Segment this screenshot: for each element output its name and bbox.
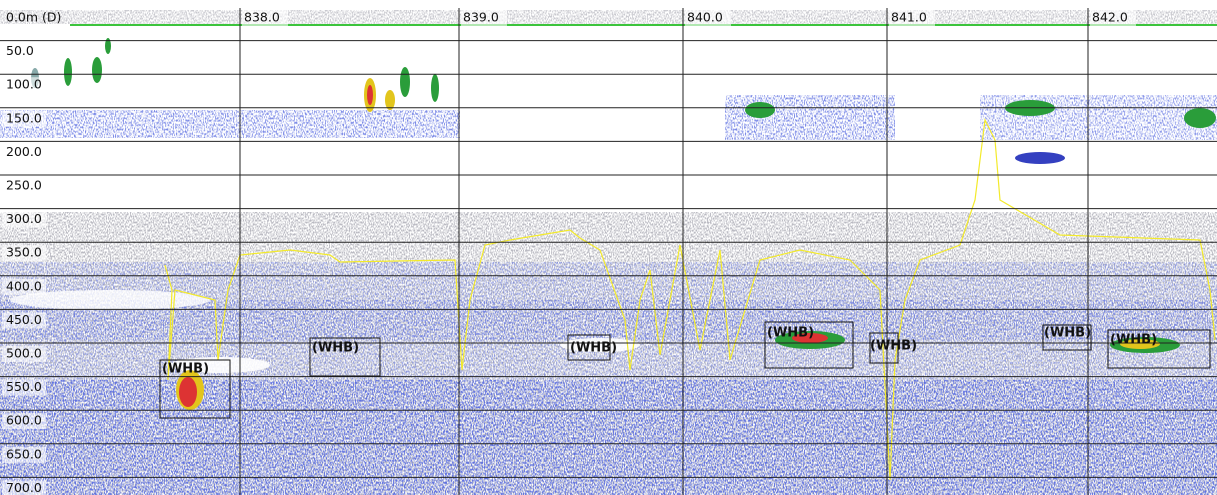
- region-box: [1042, 324, 1092, 351]
- depth-label: 600.0: [6, 413, 42, 428]
- depth-label: 200.0: [6, 144, 42, 159]
- depth-label: 650.0: [6, 446, 42, 461]
- region-label: (WHB): [1044, 326, 1091, 341]
- depth-label-bg: [2, 110, 46, 127]
- depth-label: 250.0: [6, 178, 42, 193]
- region-label: (WHB): [312, 341, 359, 356]
- depth-label-bg: [2, 43, 46, 60]
- distance-label-bg: [889, 10, 935, 26]
- depth-label: 700.0: [6, 480, 42, 495]
- depth-label-bg: [2, 77, 46, 94]
- depth-label-bg: [2, 211, 46, 228]
- depth-label-bg: [2, 144, 46, 161]
- depth-label: 400.0: [6, 278, 42, 293]
- region-box: [764, 321, 854, 369]
- depth-label: 500.0: [6, 346, 42, 361]
- depth-label-bg: [2, 379, 46, 396]
- depth-label-bg: [2, 178, 46, 194]
- depth-label: 450.0: [6, 312, 42, 327]
- depth-label: 350.0: [6, 245, 42, 260]
- distance-label-bg: [1090, 10, 1136, 26]
- depth-label-bg: [2, 413, 46, 430]
- distance-label-bg: [242, 10, 288, 26]
- depth-label-bg: [2, 446, 46, 463]
- distance-label: 842.0: [1092, 10, 1128, 25]
- depth-label: 100.0: [6, 77, 42, 92]
- depth-label-bg: [2, 312, 46, 329]
- region-box: [567, 334, 611, 361]
- region-box: [159, 359, 231, 419]
- depth-label-bg: [2, 245, 46, 262]
- distance-label: 841.0: [891, 10, 927, 25]
- echo-noise: [0, 10, 1217, 495]
- depth-label: 300.0: [6, 211, 42, 226]
- distance-label: 838.0: [244, 10, 280, 25]
- bottom-trace: [164, 117, 1216, 481]
- region-box: [869, 332, 899, 364]
- region-box: [309, 337, 381, 377]
- depth-label-bg: [2, 278, 46, 295]
- region-label: (WHB): [1110, 333, 1157, 348]
- region-label: (WHB): [162, 362, 209, 377]
- distance-label-bg: [461, 10, 507, 26]
- depth-label-bg: [2, 480, 46, 495]
- depth-label: 50.0: [6, 43, 34, 58]
- distance-label: 839.0: [463, 10, 499, 25]
- depth-label: 550.0: [6, 379, 42, 394]
- distance-label-bg: [685, 10, 731, 26]
- depth-label-bg: [2, 346, 46, 362]
- region-label: (WHB): [570, 341, 617, 356]
- region-label: (WHB): [767, 326, 814, 341]
- region-label: (WHB): [870, 339, 917, 354]
- region-box: [1107, 329, 1211, 369]
- depth-label: 0.0m (D): [6, 10, 61, 25]
- depth-label: 150.0: [6, 110, 42, 125]
- distance-label: 840.0: [687, 10, 723, 25]
